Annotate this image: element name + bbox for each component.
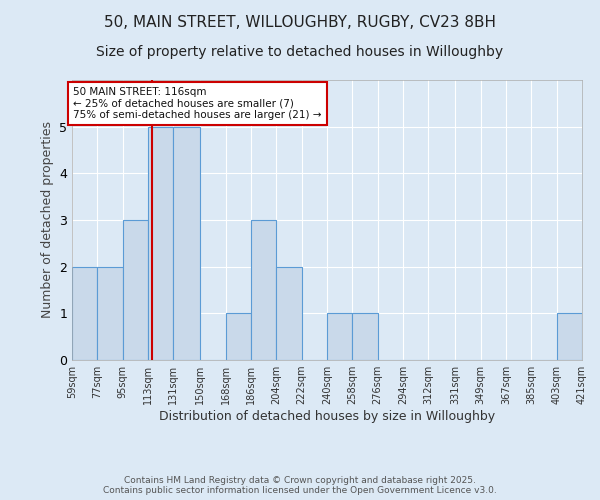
Text: 50 MAIN STREET: 116sqm
← 25% of detached houses are smaller (7)
75% of semi-deta: 50 MAIN STREET: 116sqm ← 25% of detached…: [73, 87, 322, 120]
Bar: [251, 220, 276, 360]
Bar: [148, 126, 173, 360]
Bar: [123, 220, 148, 360]
X-axis label: Distribution of detached houses by size in Willoughby: Distribution of detached houses by size …: [159, 410, 495, 423]
Bar: [173, 126, 200, 360]
Bar: [226, 314, 251, 360]
Y-axis label: Number of detached properties: Number of detached properties: [41, 122, 53, 318]
Text: Size of property relative to detached houses in Willoughby: Size of property relative to detached ho…: [97, 45, 503, 59]
Bar: [557, 314, 582, 360]
Text: Contains HM Land Registry data © Crown copyright and database right 2025.
Contai: Contains HM Land Registry data © Crown c…: [103, 476, 497, 495]
Bar: [276, 266, 302, 360]
Bar: [352, 314, 378, 360]
Bar: [327, 314, 352, 360]
Text: 50, MAIN STREET, WILLOUGHBY, RUGBY, CV23 8BH: 50, MAIN STREET, WILLOUGHBY, RUGBY, CV23…: [104, 15, 496, 30]
Bar: [72, 266, 97, 360]
Bar: [97, 266, 123, 360]
